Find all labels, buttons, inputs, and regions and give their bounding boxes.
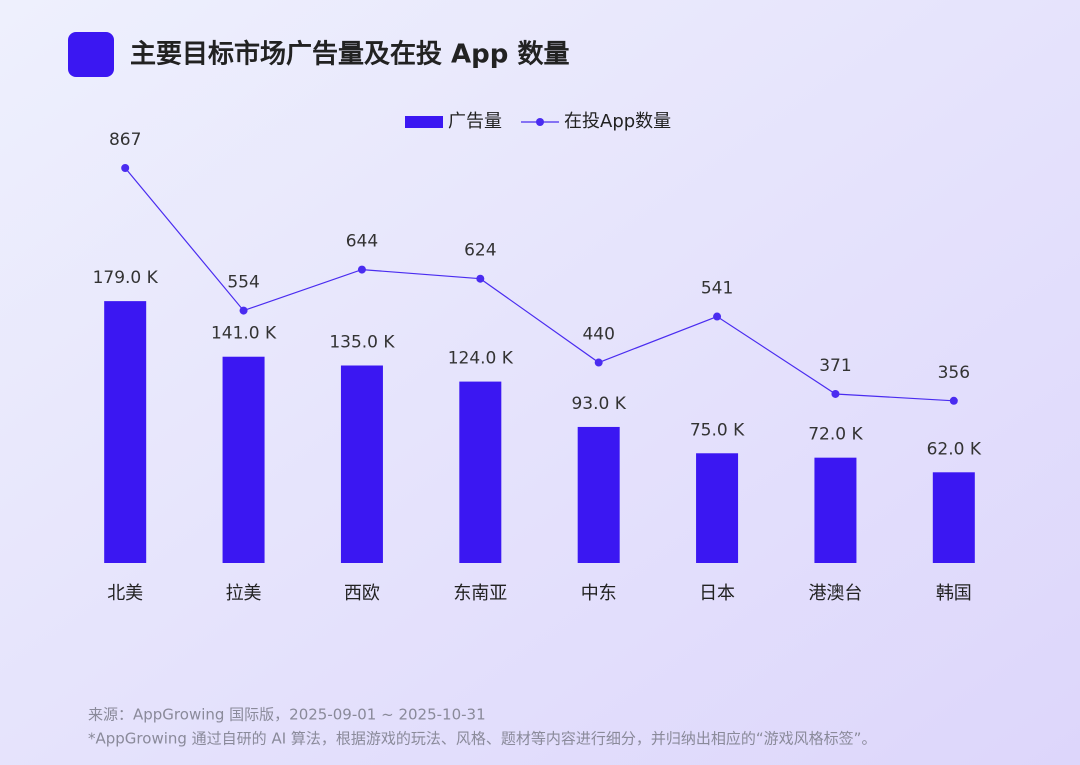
data-label: 75.0 K bbox=[690, 420, 745, 440]
legend-swatch bbox=[536, 118, 544, 126]
line-point bbox=[713, 312, 722, 321]
x-tick-label: 西欧 bbox=[344, 583, 380, 604]
footnote: *AppGrowing 通过自研的 AI 算法，根据游戏的玩法、风格、题材等内容… bbox=[88, 730, 876, 748]
data-label: 62.0 K bbox=[927, 439, 982, 459]
bar bbox=[104, 301, 147, 563]
data-label: 179.0 K bbox=[93, 268, 159, 288]
data-label: 624 bbox=[464, 241, 496, 261]
x-tick-label: 拉美 bbox=[226, 583, 262, 604]
title-icon bbox=[68, 32, 114, 77]
data-label: 72.0 K bbox=[808, 425, 863, 445]
data-label: 93.0 K bbox=[571, 394, 626, 414]
line-point bbox=[121, 164, 130, 172]
line-point bbox=[594, 358, 603, 367]
chart-title: 主要目标市场广告量及在投 App 数量 bbox=[130, 39, 569, 70]
x-tick-label: 韩国 bbox=[936, 583, 972, 604]
data-label: 135.0 K bbox=[329, 333, 395, 353]
line-point bbox=[476, 274, 485, 283]
legend-label: 广告量 bbox=[448, 111, 502, 132]
x-tick-label: 日本 bbox=[699, 583, 735, 604]
bar bbox=[932, 472, 975, 563]
data-label: 554 bbox=[227, 273, 259, 293]
legend-label: 在投App数量 bbox=[564, 111, 671, 132]
bar bbox=[459, 381, 502, 563]
bar bbox=[577, 426, 620, 563]
line-point bbox=[239, 306, 248, 315]
x-tick-label: 东南亚 bbox=[453, 583, 507, 604]
footnote: 来源：AppGrowing 国际版，2025-09-01 ~ 2025-10-3… bbox=[88, 706, 486, 724]
data-label: 141.0 K bbox=[211, 324, 277, 344]
data-label: 541 bbox=[701, 279, 733, 299]
line-point bbox=[949, 396, 958, 405]
data-label: 644 bbox=[346, 232, 378, 252]
line bbox=[124, 167, 954, 402]
data-label: 371 bbox=[819, 356, 851, 376]
x-tick-label: 港澳台 bbox=[808, 583, 862, 604]
data-label: 867 bbox=[109, 130, 141, 150]
data-label: 124.0 K bbox=[448, 349, 514, 369]
x-tick-label: 北美 bbox=[107, 583, 143, 604]
line-point bbox=[831, 389, 840, 398]
bar bbox=[340, 365, 383, 563]
bar bbox=[814, 457, 857, 563]
x-tick-label: 中东 bbox=[581, 583, 617, 604]
legend-swatch bbox=[405, 116, 443, 128]
data-label: 440 bbox=[582, 325, 614, 345]
bar bbox=[222, 356, 265, 563]
line-point bbox=[357, 265, 366, 274]
bar bbox=[696, 453, 739, 563]
data-label: 356 bbox=[938, 363, 970, 383]
